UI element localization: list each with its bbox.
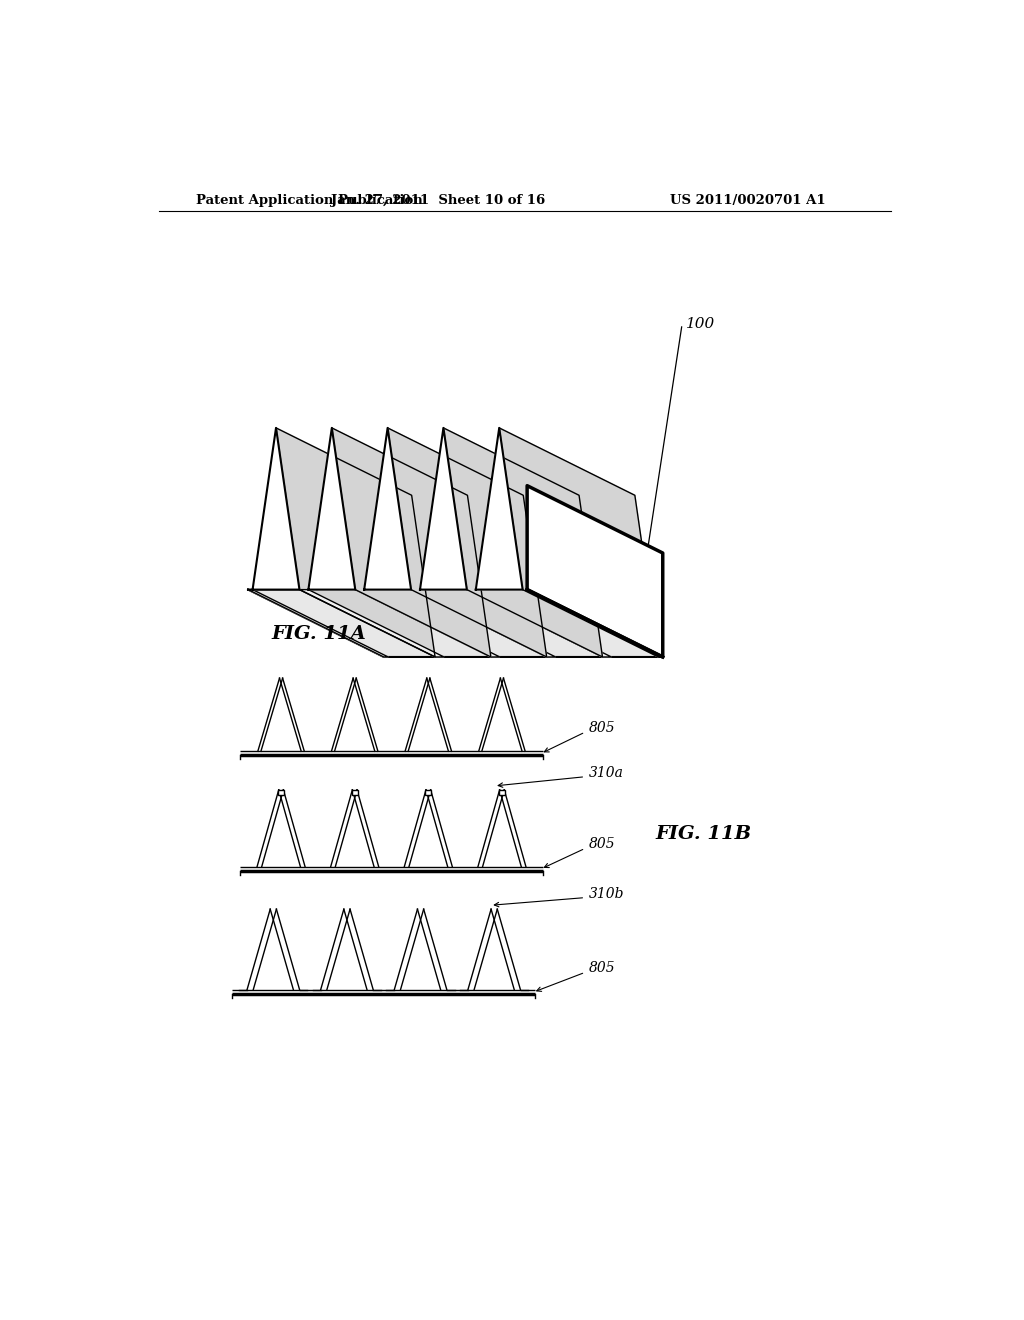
Text: 805: 805 <box>589 721 615 735</box>
Polygon shape <box>500 428 658 657</box>
Text: 805: 805 <box>589 837 615 851</box>
Text: 310b: 310b <box>589 887 625 900</box>
Text: US 2011/0020701 A1: US 2011/0020701 A1 <box>671 194 826 207</box>
Polygon shape <box>388 428 547 657</box>
Polygon shape <box>527 486 663 657</box>
Polygon shape <box>476 428 522 590</box>
Bar <box>425 789 431 795</box>
Polygon shape <box>248 590 388 657</box>
Text: 310a: 310a <box>589 766 624 780</box>
Polygon shape <box>467 590 611 657</box>
Text: Jan. 27, 2011  Sheet 10 of 16: Jan. 27, 2011 Sheet 10 of 16 <box>331 194 545 207</box>
Text: FIG. 11B: FIG. 11B <box>655 825 752 843</box>
Polygon shape <box>365 428 411 590</box>
Bar <box>499 789 505 795</box>
Text: 100: 100 <box>686 317 715 331</box>
Polygon shape <box>299 590 444 657</box>
Text: Patent Application Publication: Patent Application Publication <box>197 194 423 207</box>
Polygon shape <box>411 590 556 657</box>
Polygon shape <box>248 590 663 657</box>
Text: FIG. 11A: FIG. 11A <box>271 626 367 643</box>
Polygon shape <box>420 428 467 590</box>
Bar <box>351 789 357 795</box>
Polygon shape <box>253 428 299 590</box>
Text: 805: 805 <box>589 961 615 975</box>
Polygon shape <box>355 590 500 657</box>
Polygon shape <box>276 428 435 657</box>
Bar <box>278 789 285 795</box>
Polygon shape <box>443 428 602 657</box>
Polygon shape <box>332 428 490 657</box>
Polygon shape <box>308 428 355 590</box>
